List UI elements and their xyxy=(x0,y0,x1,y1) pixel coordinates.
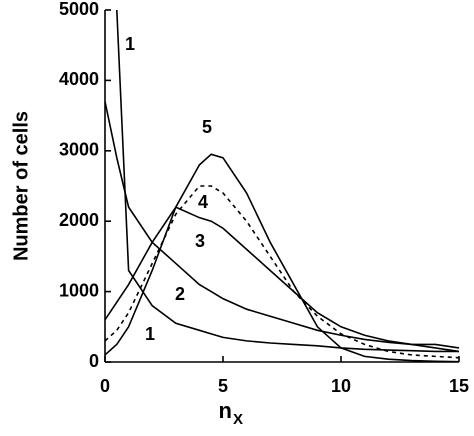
x-tick-label: 10 xyxy=(331,376,351,396)
series-line xyxy=(105,185,460,359)
x-tick-label: 15 xyxy=(449,376,469,396)
series-label: 5 xyxy=(202,117,212,137)
y-tick-label: 3000 xyxy=(59,140,99,160)
x-axis-label: n xyxy=(219,398,232,423)
series-label: 1 xyxy=(125,34,135,54)
y-tick-label: 4000 xyxy=(59,69,99,89)
series-label: 3 xyxy=(195,231,205,251)
series-label: 2 xyxy=(175,284,185,304)
y-tick-label: 0 xyxy=(89,351,99,371)
series-line xyxy=(105,101,460,349)
x-axis-label-sub: X xyxy=(233,411,243,428)
y-tick-label: 2000 xyxy=(59,210,99,230)
series-label: 4 xyxy=(198,192,208,212)
series-line xyxy=(105,206,460,353)
x-tick-label: 0 xyxy=(100,376,110,396)
y-tick-label: 1000 xyxy=(59,280,99,300)
series-line xyxy=(105,153,460,362)
y-axis-label: Number of cells xyxy=(10,111,32,261)
series-line xyxy=(116,9,459,353)
x-tick-label: 5 xyxy=(218,376,228,396)
y-tick-label: 5000 xyxy=(59,0,99,19)
series-label: 1 xyxy=(145,324,155,344)
